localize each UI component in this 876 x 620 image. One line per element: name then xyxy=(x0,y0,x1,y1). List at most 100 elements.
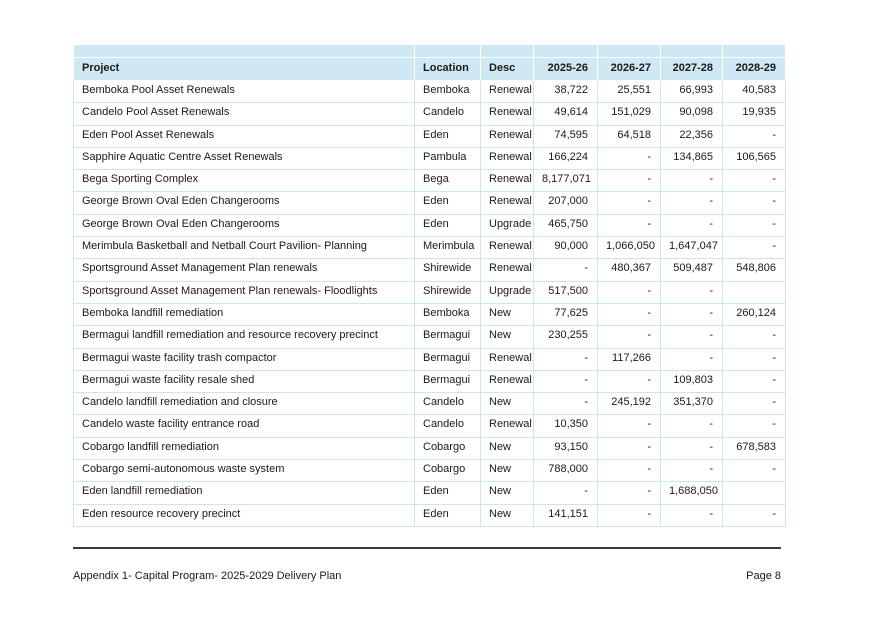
cell-desc: Renewal xyxy=(480,124,534,148)
cell-2025-26: 788,000 xyxy=(533,459,598,483)
col-header-2028-29: 2028-29 xyxy=(722,57,786,81)
cell-desc: New xyxy=(480,436,534,461)
table-row: Candelo Pool Asset Renewals Candelo Renewa… xyxy=(73,102,786,126)
cell-2027-28: 351,370 xyxy=(660,392,723,416)
cell-2025-26: 90,000 xyxy=(533,236,598,260)
table-row: Bermagui waste facility trash compactor B… xyxy=(73,347,786,371)
cell-location: Candelo xyxy=(414,414,481,438)
cell-2027-28: 90,098 xyxy=(660,102,723,126)
cell-location: Shirewide xyxy=(414,258,481,282)
table-row: Bermagui landfill remediation and resour… xyxy=(73,325,786,349)
cell-2026-27: - xyxy=(597,503,661,527)
cell-2027-28: - xyxy=(660,459,723,483)
table-row: Candelo waste facility entrance road Cand… xyxy=(73,414,786,438)
cell-project: Bermagui waste facility trash compactor xyxy=(73,347,415,371)
cell-2028-29: - xyxy=(722,347,786,371)
cell-2026-27: - xyxy=(597,169,661,193)
cell-2025-26: 465,750 xyxy=(533,213,598,238)
cell-project: Eden resource recovery precinct xyxy=(73,503,415,527)
table-row: Sportsground Asset Management Plan renew… xyxy=(73,258,786,282)
cell-project: Candelo waste facility entrance road xyxy=(73,414,415,438)
cell-2025-26: 77,625 xyxy=(533,302,598,327)
col-header-desc: Desc xyxy=(480,57,534,81)
cell-2027-28: - xyxy=(660,503,723,527)
table-row: Eden Pool Asset Renewals Eden Renewal 74,59… xyxy=(73,124,786,148)
cell-desc: Renewal xyxy=(480,258,534,282)
cell-2026-27: 1,066,050 xyxy=(597,236,661,260)
cell-2026-27: 245,192 xyxy=(597,392,661,416)
cell-location: Candelo xyxy=(414,102,481,126)
cell-2026-27: 25,551 xyxy=(597,79,661,104)
cell-project: George Brown Oval Eden Changerooms xyxy=(73,213,415,238)
cell-2027-28: 109,803 xyxy=(660,369,723,394)
cell-location: Candelo xyxy=(414,392,481,416)
cell-desc: Renewal xyxy=(480,414,534,438)
cell-project: George Brown Oval Eden Changerooms xyxy=(73,191,415,215)
cell-desc: New xyxy=(480,325,534,349)
table-row: Eden resource recovery precinct Eden New 14… xyxy=(73,503,786,527)
cell-2027-28: - xyxy=(660,191,723,215)
table-row: Cobargo landfill remediation Cobargo New 93… xyxy=(73,436,786,461)
table-body: Bemboka Pool Asset Renewals Bemboka Renewa… xyxy=(73,79,786,527)
cell-desc: Upgrade xyxy=(480,213,534,238)
cell-desc: New xyxy=(480,481,534,505)
cell-2025-26: - xyxy=(533,392,598,416)
table-row: Bermagui waste facility resale shed Berma… xyxy=(73,369,786,394)
cell-2026-27: - xyxy=(597,436,661,461)
cell-2028-29: 40,583 xyxy=(722,79,786,104)
table-row: Bemboka Pool Asset Renewals Bemboka Renewa… xyxy=(73,79,786,104)
cell-2026-27: - xyxy=(597,325,661,349)
cell-2025-26: - xyxy=(533,347,598,371)
cell-2026-27: - xyxy=(597,302,661,327)
cell-desc: Renewal xyxy=(480,347,534,371)
cell-2025-26: - xyxy=(533,369,598,394)
cell-location: Cobargo xyxy=(414,436,481,461)
cell-2028-29 xyxy=(722,280,786,304)
cell-project: Bega Sporting Complex xyxy=(73,169,415,193)
cell-2028-29: - xyxy=(722,369,786,394)
cell-2028-29 xyxy=(722,481,786,505)
table-row: George Brown Oval Eden Changerooms Eden Up… xyxy=(73,213,786,238)
table-row: Bega Sporting Complex Bega Renewal 8,177,07… xyxy=(73,169,786,193)
cell-2028-29: - xyxy=(722,459,786,483)
cell-2027-28: 134,865 xyxy=(660,146,723,171)
cell-2027-28: - xyxy=(660,347,723,371)
table-header-spacer-row xyxy=(73,44,786,58)
cell-location: Bermagui xyxy=(414,347,481,371)
cell-location: Eden xyxy=(414,503,481,527)
cell-2027-28: 1,688,050 xyxy=(660,481,723,505)
header-spacer-cell xyxy=(722,44,786,58)
cell-2027-28: - xyxy=(660,414,723,438)
table-row: George Brown Oval Eden Changerooms Eden Re… xyxy=(73,191,786,215)
page-number: Page 8 xyxy=(746,570,781,582)
cell-2025-26: 38,722 xyxy=(533,79,598,104)
cell-2025-26: 141,151 xyxy=(533,503,598,527)
cell-desc: Renewal xyxy=(480,102,534,126)
cell-location: Eden xyxy=(414,481,481,505)
cell-2025-26: 230,255 xyxy=(533,325,598,349)
cell-2025-26: 8,177,071 xyxy=(533,169,598,193)
table-row: Candelo landfill remediation and closure… xyxy=(73,392,786,416)
cell-project: Cobargo landfill remediation xyxy=(73,436,415,461)
cell-2028-29: 678,583 xyxy=(722,436,786,461)
cell-2026-27: - xyxy=(597,191,661,215)
cell-2028-29: - xyxy=(722,392,786,416)
col-header-2025-26: 2025-26 xyxy=(533,57,598,81)
cell-project: Bemboka Pool Asset Renewals xyxy=(73,79,415,104)
cell-project: Bermagui landfill remediation and resour… xyxy=(73,325,415,349)
cell-2028-29: - xyxy=(722,325,786,349)
cell-2027-28: - xyxy=(660,213,723,238)
cell-2025-26: 166,224 xyxy=(533,146,598,171)
cell-2026-27: - xyxy=(597,459,661,483)
header-spacer-cell xyxy=(660,44,723,58)
cell-2025-26: 49,614 xyxy=(533,102,598,126)
cell-location: Bemboka xyxy=(414,302,481,327)
cell-2026-27: - xyxy=(597,213,661,238)
table-row: Bemboka landfill remediation Bemboka New 77… xyxy=(73,302,786,327)
cell-desc: New xyxy=(480,503,534,527)
cell-project: Sportsground Asset Management Plan renew… xyxy=(73,258,415,282)
col-header-2027-28: 2027-28 xyxy=(660,57,723,81)
cell-2028-29: - xyxy=(722,503,786,527)
table-row: Cobargo semi-autonomous waste system Coba… xyxy=(73,459,786,483)
